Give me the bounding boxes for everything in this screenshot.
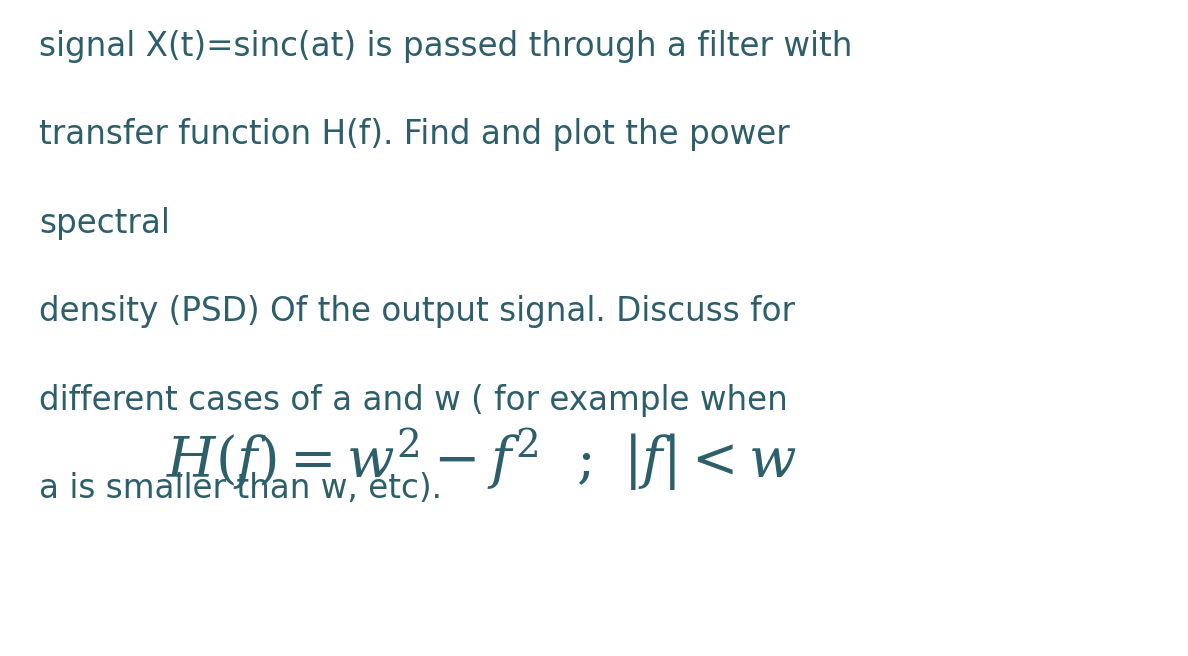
Text: transfer function H(f). Find and plot the power: transfer function H(f). Find and plot th… xyxy=(39,118,790,151)
Text: a is smaller than w, etc).: a is smaller than w, etc). xyxy=(39,472,442,505)
Text: signal X(t)=sinc(at) is passed through a filter with: signal X(t)=sinc(at) is passed through a… xyxy=(39,30,853,62)
Text: $\mathit{H}(\mathit{f}) = \mathit{w}^2 - \mathit{f}^{2}\ \ ;\ |\mathit{f}| < \ma: $\mathit{H}(\mathit{f}) = \mathit{w}^2 -… xyxy=(166,426,797,493)
Text: different cases of a and w ( for example when: different cases of a and w ( for example… xyxy=(39,384,788,417)
Text: spectral: spectral xyxy=(39,207,170,239)
Text: density (PSD) Of the output signal. Discuss for: density (PSD) Of the output signal. Disc… xyxy=(39,295,795,328)
